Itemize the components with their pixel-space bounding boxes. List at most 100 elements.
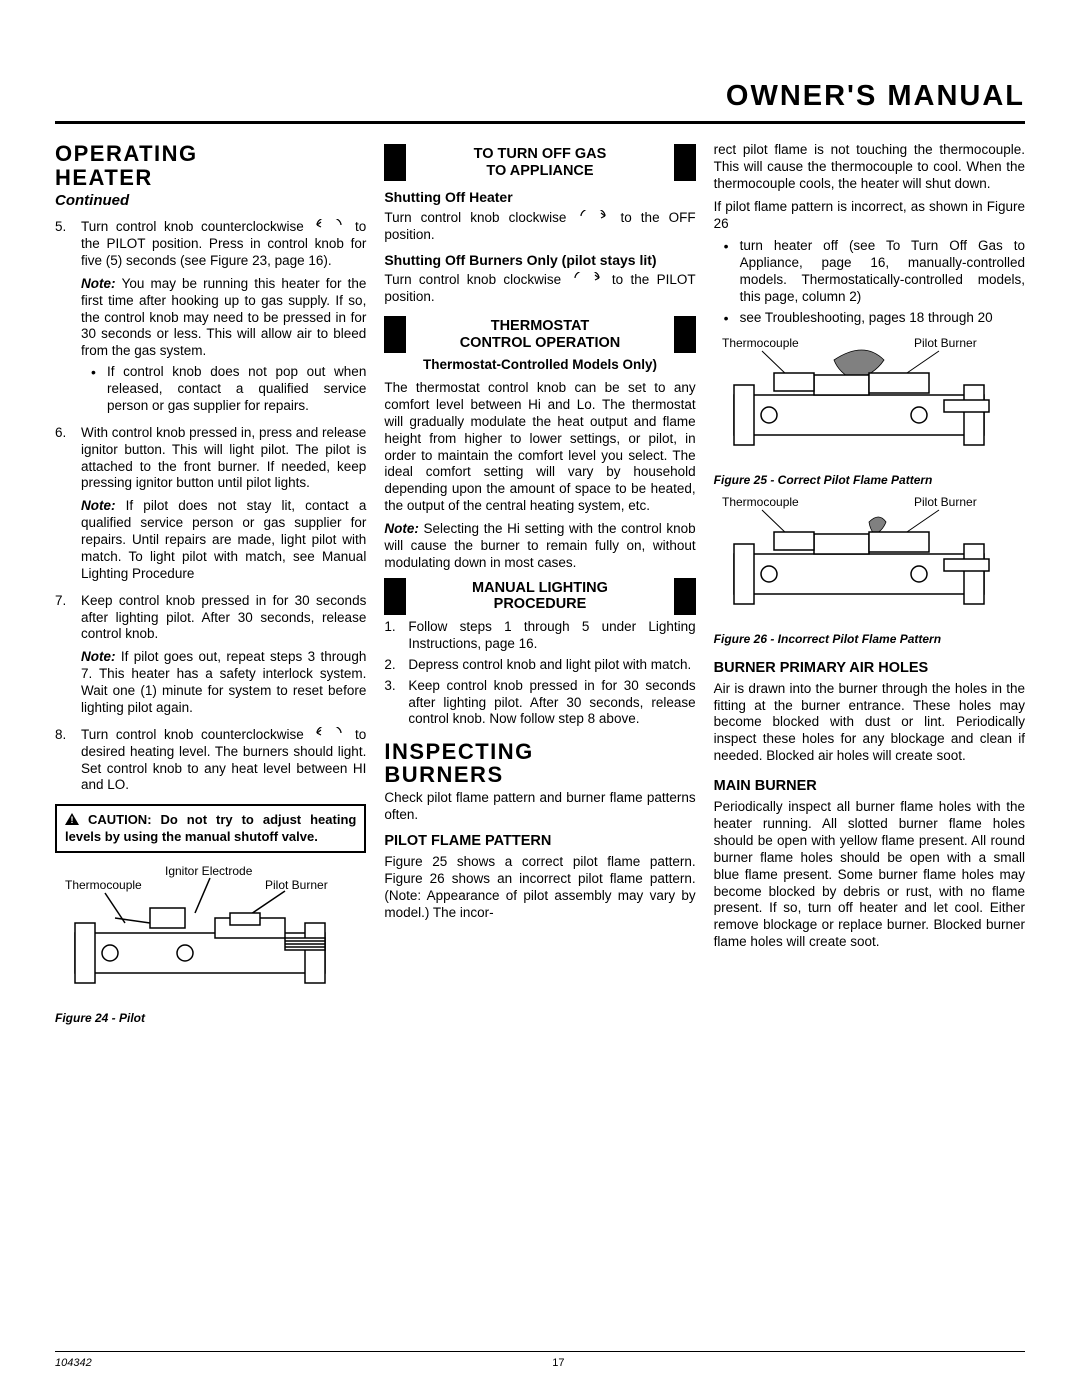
figure-26-caption: Figure 26 - Incorrect Pilot Flame Patter…	[714, 632, 1025, 647]
bh2-l2: CONTROL OPERATION	[460, 335, 621, 351]
column-2: TO TURN OFF GAS TO APPLIANCE Shutting Of…	[384, 142, 695, 1026]
sub-shutting-off-heater: Shutting Off Heater	[384, 189, 695, 207]
page-number: 17	[552, 1357, 564, 1369]
operating-steps: 5. Turn control knob counterclockwise to…	[55, 219, 366, 794]
column-3: rect pilot flame is not touching the the…	[714, 142, 1025, 1026]
svg-text:!: !	[71, 815, 74, 825]
note-lead: Note:	[384, 521, 423, 536]
fig24-ignitor-label: Ignitor Electrode	[165, 864, 253, 878]
note-lead: Note:	[81, 498, 126, 513]
column-1: OPERATING HEATER Continued 5. Turn contr…	[55, 142, 366, 1026]
step-7-note-text: If pilot goes out, repeat steps 3 throug…	[81, 649, 366, 715]
pilot-flame-pattern-text: Figure 25 shows a correct pilot flame pa…	[384, 854, 695, 922]
step-7-text: Keep control knob pressed in for 30 seco…	[81, 593, 366, 642]
fig26-pilot-label: Pilot Burner	[914, 495, 977, 509]
warning-triangle-icon: !	[65, 813, 79, 825]
heading-thermostat-text: THERMOSTAT CONTROL OPERATION	[406, 316, 673, 353]
inspect-l2: BURNERS	[384, 762, 503, 787]
note-lead: Note:	[81, 649, 121, 664]
inspect-l1: INSPECTING	[384, 739, 533, 764]
figure-26-diagram: Thermocouple Pilot Burner	[714, 494, 1025, 647]
continued-label: Continued	[55, 192, 366, 211]
manual-lighting-steps: 1. Follow steps 1 through 5 under Lightin…	[384, 619, 695, 728]
col3-bullet-1: turn heater off (see To Turn Off Gas to …	[714, 238, 1025, 306]
black-bar-left	[384, 144, 406, 181]
title-l2: HEATER	[55, 165, 153, 190]
bh3-l1: MANUAL LIGHTING	[472, 580, 608, 596]
step-5-note-text: You may be running this heater for the f…	[81, 276, 366, 359]
pilot-flame-pattern-title: PILOT FLAME PATTERN	[384, 832, 695, 850]
counterclockwise-arrow-icon	[311, 219, 347, 236]
clockwise-arrow-icon	[575, 210, 611, 227]
step-5-num: 5.	[55, 219, 66, 236]
fig24-thermocouple-label: Thermocouple	[65, 878, 142, 892]
shutting-off-heater-text: Turn control knob clockwise to the OFF p…	[384, 210, 695, 244]
heading-manual-lighting: MANUAL LIGHTING PROCEDURE	[384, 578, 695, 615]
step-8-text-a: Turn control knob counterclockwise	[81, 727, 304, 742]
main-burner-title: MAIN BURNER	[714, 777, 1025, 795]
step-6-num: 6.	[55, 425, 66, 442]
ml1-num: 1.	[384, 619, 395, 636]
step-7: 7. Keep control knob pressed in for 30 s…	[55, 593, 366, 717]
bh1-l1: TO TURN OFF GAS	[474, 146, 607, 162]
fig25-thermo-label: Thermocouple	[722, 336, 799, 350]
fig25-pilot-label: Pilot Burner	[914, 336, 977, 350]
page-header-title: OWNER'S MANUAL	[55, 80, 1025, 124]
heading-thermostat: THERMOSTAT CONTROL OPERATION	[384, 316, 695, 353]
heading-turn-off-gas: TO TURN OFF GAS TO APPLIANCE	[384, 144, 695, 181]
fig26-thermo-label: Thermocouple	[722, 495, 799, 509]
heading-turn-off-gas-text: TO TURN OFF GAS TO APPLIANCE	[406, 144, 673, 181]
ml-step-3: 3. Keep control knob pressed in for 30 se…	[384, 678, 695, 729]
bh2-l1: THERMOSTAT	[491, 318, 590, 334]
col3-p1: If pilot flame pattern is incorrect, as …	[714, 199, 1025, 233]
thermostat-para: The thermostat control knob can be set t…	[384, 380, 695, 515]
title-l1: OPERATING	[55, 141, 198, 166]
figure-24-diagram: Thermocouple Ignitor Electrode Pilot Bur…	[55, 863, 366, 1026]
col3-bullet-2: see Troubleshooting, pages 18 through 20	[714, 310, 1025, 327]
ml2-text: Depress control knob and light pilot wit…	[408, 657, 691, 672]
page-footer: 104342 17	[55, 1351, 1025, 1369]
black-bar-left	[384, 316, 406, 353]
black-bar-right	[674, 144, 696, 181]
step-5-text-a: Turn control knob counterclockwise	[81, 219, 304, 234]
black-bar-right	[674, 578, 696, 615]
ml-step-2: 2. Depress control knob and light pilot w…	[384, 657, 695, 674]
step-6: 6. With control knob pressed in, press a…	[55, 425, 366, 583]
section-inspecting-burners: INSPECTING BURNERS	[384, 740, 695, 786]
main-columns: OPERATING HEATER Continued 5. Turn contr…	[55, 142, 1025, 1026]
step-7-note: Note: If pilot goes out, repeat steps 3 …	[81, 649, 366, 717]
step-8-num: 8.	[55, 727, 66, 744]
section-operating-heater: OPERATING HEATER	[55, 142, 366, 190]
bh3-l2: PROCEDURE	[494, 596, 587, 612]
thermostat-note-text: Selecting the Hi setting with the contro…	[384, 521, 695, 570]
inspect-intro: Check pilot flame pattern and burner fla…	[384, 790, 695, 824]
ml-step-1: 1. Follow steps 1 through 5 under Lightin…	[384, 619, 695, 653]
figure-24-caption: Figure 24 - Pilot	[55, 1011, 366, 1026]
fig24-pilot-label: Pilot Burner	[265, 878, 328, 892]
black-bar-left	[384, 578, 406, 615]
heading-manual-lighting-text: MANUAL LIGHTING PROCEDURE	[406, 578, 673, 615]
burner-primary-air-holes-text: Air is drawn into the burner through the…	[714, 681, 1025, 765]
counterclockwise-arrow-icon	[311, 727, 347, 744]
step-6-note: Note: If pilot does not stay lit, contac…	[81, 498, 366, 582]
ml3-num: 3.	[384, 678, 395, 695]
main-burner-text: Periodically inspect all burner flame ho…	[714, 799, 1025, 951]
sub-shutting-off-burners: Shutting Off Burners Only (pilot stays l…	[384, 252, 695, 270]
figure-25-diagram: Thermocouple Pilot Burner	[714, 335, 1025, 488]
p2a: Turn control knob clockwise	[384, 272, 568, 287]
note-lead: Note:	[81, 276, 122, 291]
col3-continuation: rect pilot flame is not touching the the…	[714, 142, 1025, 193]
doc-number: 104342	[55, 1357, 92, 1369]
thermostat-note: Note: Selecting the Hi setting with the …	[384, 521, 695, 572]
ml2-num: 2.	[384, 657, 395, 674]
step-8: 8. Turn control knob counterclockwise to…	[55, 727, 366, 795]
burner-primary-air-holes-title: BURNER PRIMARY AIR HOLES	[714, 659, 1025, 677]
ml3-text: Keep control knob pressed in for 30 seco…	[408, 678, 695, 727]
thermostat-sub: Thermostat-Controlled Models Only)	[384, 357, 695, 374]
bh1-l2: TO APPLIANCE	[486, 163, 593, 179]
caution-box: ! CAUTION: Do not try to adjust heating …	[55, 804, 366, 853]
shutting-off-burners-text: Turn control knob clockwise to the PILOT…	[384, 272, 695, 306]
p1a: Turn control knob clockwise	[384, 210, 575, 225]
caution-text: CAUTION: Do not try to adjust heating le…	[65, 812, 356, 843]
ml1-text: Follow steps 1 through 5 under Lighting …	[408, 619, 695, 651]
